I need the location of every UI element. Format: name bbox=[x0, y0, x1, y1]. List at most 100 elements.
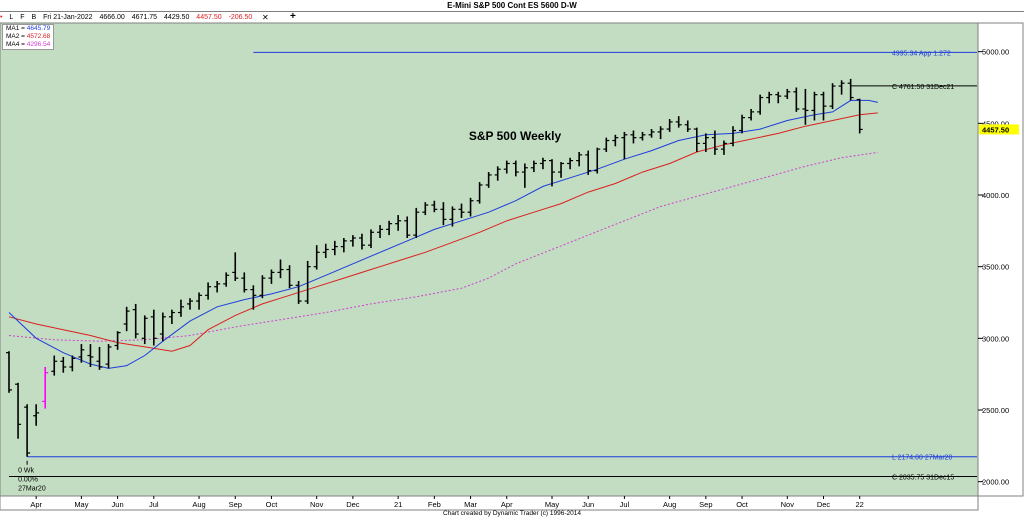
x-tick-label: Jul bbox=[149, 500, 159, 509]
ohlc-bar bbox=[485, 172, 492, 188]
ohlc-bar bbox=[349, 235, 356, 247]
ohlc-bar bbox=[793, 87, 800, 112]
x-tick-label: Oct bbox=[736, 500, 749, 509]
ohlc-bar bbox=[829, 83, 836, 109]
ohlc-bar bbox=[205, 282, 212, 300]
x-tick-label: Sep bbox=[699, 500, 712, 509]
ohlc-bar bbox=[214, 281, 221, 293]
ohlc-bar bbox=[277, 259, 284, 279]
ohlc-bar bbox=[78, 344, 85, 363]
ohlc-bar bbox=[621, 131, 628, 160]
ohlc-bar bbox=[666, 119, 673, 132]
bar-tool-button[interactable]: B bbox=[31, 14, 37, 21]
x-tick-label: Jun bbox=[582, 500, 594, 509]
ohlc-bar bbox=[105, 344, 112, 369]
ohlc-bar bbox=[196, 292, 203, 310]
ohlc-bar bbox=[413, 207, 420, 238]
ohlc-bar bbox=[241, 272, 248, 293]
ohlc-bar bbox=[730, 126, 736, 147]
ohlc-bar bbox=[802, 88, 809, 125]
y-tick-label: 4000.00 bbox=[982, 191, 1009, 200]
ohlc-bar bbox=[340, 238, 347, 253]
x-tick-label: Jun bbox=[112, 500, 124, 509]
bar-change: -206.50 bbox=[228, 14, 253, 21]
x-tick-label: Apr bbox=[501, 500, 513, 509]
ohlc-bar bbox=[150, 309, 157, 346]
ohlc-bar bbox=[368, 229, 374, 249]
x-tick-label: Aug bbox=[663, 500, 676, 509]
ohlc-bar bbox=[33, 404, 40, 426]
ohlc-bar bbox=[358, 233, 365, 250]
ohlc-bar bbox=[549, 159, 555, 187]
ma-legend: MA1 = 4645.79 MA2 = 4572.68 MA4 = 4296.5… bbox=[2, 24, 55, 50]
ohlc-bar bbox=[720, 140, 727, 155]
info-bar: • L F B Fri 21-Jan-2022 4666.00 4671.75 … bbox=[0, 12, 285, 23]
current-price-box bbox=[979, 124, 1019, 135]
ohlc-bar bbox=[295, 281, 302, 304]
ohlc-bar bbox=[467, 197, 474, 217]
ohlc-bar bbox=[567, 157, 574, 170]
ohlc-bar bbox=[386, 220, 393, 236]
ohlc-bar bbox=[612, 134, 619, 147]
ohlc-bar bbox=[259, 275, 266, 299]
ohlc-bar bbox=[521, 163, 528, 188]
ohlc-bar bbox=[739, 114, 746, 134]
ohlc-bar bbox=[232, 252, 239, 281]
ohlc-bar bbox=[87, 344, 94, 367]
ohlc-bar bbox=[404, 216, 411, 238]
x-tick-label: Apr bbox=[30, 500, 42, 509]
x-tick-label: May bbox=[74, 500, 88, 509]
ohlc-bar bbox=[512, 160, 519, 177]
crosshair-icon[interactable]: + bbox=[290, 11, 296, 22]
ma1-label: MA1 = bbox=[6, 25, 25, 32]
ohlc-bar bbox=[187, 298, 193, 310]
ohlc-bar bbox=[648, 129, 655, 138]
ohlc-bar bbox=[286, 265, 293, 289]
ohlc-bar bbox=[476, 182, 483, 204]
level-label: L 2174.00 27Mar20 bbox=[892, 455, 953, 462]
ohlc-bar bbox=[141, 315, 148, 345]
x-tick-label: Nov bbox=[310, 500, 324, 509]
ohlc-bar bbox=[684, 120, 691, 132]
bar-low: 4429.50 bbox=[164, 14, 190, 21]
fib-tool-button[interactable]: F bbox=[20, 14, 25, 21]
x-tick-label: Dec bbox=[346, 500, 360, 509]
y-tick-label: 2500.00 bbox=[982, 406, 1009, 415]
ohlc-bar bbox=[304, 260, 311, 304]
ohlc-bar bbox=[449, 206, 456, 227]
ohlc-bar bbox=[69, 355, 76, 372]
ohlc-bar bbox=[775, 91, 782, 104]
ohlc-bar bbox=[494, 166, 501, 181]
close-icon[interactable]: ✕ bbox=[262, 13, 269, 22]
bar-date: Fri 21-Jan-2022 bbox=[43, 14, 93, 21]
ohlc-bar bbox=[558, 162, 565, 178]
ohlc-bar bbox=[422, 202, 429, 216]
ma4-legend-entry: MA4 = 4296.54 bbox=[6, 41, 50, 49]
ohlc-bar bbox=[395, 215, 402, 231]
ohlc-bar bbox=[268, 269, 275, 284]
ohlc-bar bbox=[711, 130, 718, 155]
bar-close: 4457.50 bbox=[196, 14, 222, 21]
ohlc-bar bbox=[377, 225, 384, 238]
ma2-label: MA2 = bbox=[6, 33, 25, 40]
x-tick-label: Oct bbox=[266, 500, 279, 509]
x-tick-label: Mar bbox=[464, 500, 477, 509]
ohlc-bar bbox=[838, 80, 845, 95]
x-tick-label: Sep bbox=[229, 500, 242, 509]
chart-title: S&P 500 Weekly bbox=[469, 129, 562, 143]
ohlc-bar bbox=[458, 203, 465, 218]
y-tick-label: 3500.00 bbox=[982, 263, 1009, 272]
ohlc-bar bbox=[223, 272, 230, 287]
level-label: C 2035.75 31Dec15 bbox=[892, 475, 954, 482]
low-annotation-line: 0.00% bbox=[18, 477, 38, 484]
x-tick-label: Nov bbox=[781, 500, 795, 509]
ma4-value: 4296.54 bbox=[26, 41, 51, 48]
dot-tool-icon[interactable]: • bbox=[0, 14, 3, 21]
ohlc-bar bbox=[639, 131, 646, 141]
ohlc-bar bbox=[630, 130, 637, 144]
ohlc-bar bbox=[766, 91, 773, 104]
ma4-label: MA4 = bbox=[6, 41, 25, 48]
line-tool-button[interactable]: L bbox=[9, 14, 14, 21]
